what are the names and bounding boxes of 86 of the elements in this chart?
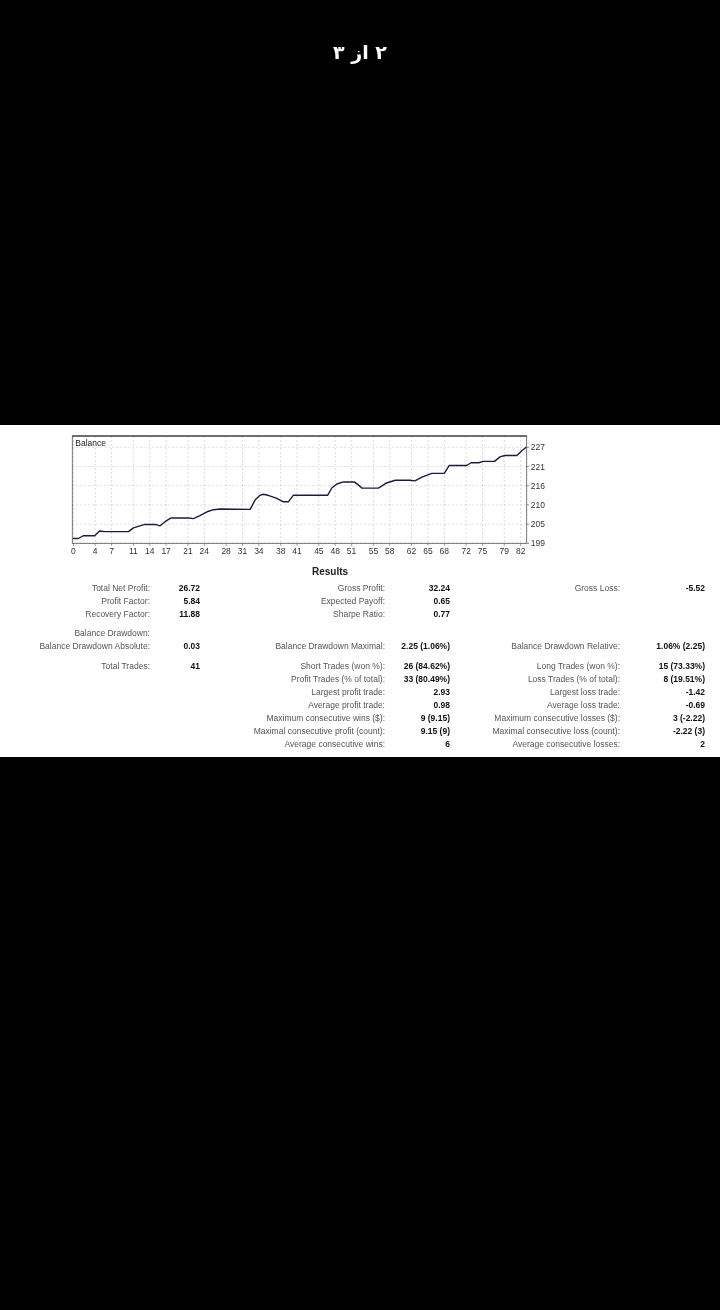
x-tick-label: 31 [237, 546, 248, 557]
x-tick-label: 48 [330, 546, 341, 557]
y-tick-label: 216 [530, 480, 546, 491]
text: Total Trades: [101, 661, 150, 671]
x-tick-label: 51 [346, 546, 357, 557]
x-tick-label: 82 [515, 546, 526, 557]
x-tick-label: 0 [71, 546, 77, 557]
x-tick-label: 14 [145, 546, 155, 557]
text: -5.52 [685, 583, 706, 593]
y-tick-label: 205 [530, 519, 546, 530]
text: 15 (73.33%) [658, 661, 706, 671]
text: -2.22 (3) [672, 726, 706, 736]
x-tick-label: 79 [499, 546, 510, 557]
text: Balance Drawdown Maximal: [275, 641, 385, 651]
x-tick-label: 72 [461, 546, 472, 557]
text: 26 (84.62%) [403, 661, 451, 671]
text: Average loss trade: [546, 700, 620, 710]
x-tick-label: 65 [423, 546, 433, 557]
y-tick-label: 199 [530, 538, 546, 549]
text: 32.24 [428, 583, 451, 593]
text: Expected Payoff: [320, 596, 385, 606]
text: 11.88 [179, 609, 201, 619]
y-tick-label: 227 [530, 442, 546, 453]
y-tick-label: 221 [530, 461, 546, 472]
text: Largest loss trade: [550, 687, 620, 697]
text: Balance Drawdown Absolute: [39, 641, 150, 651]
x-tick-label: 21 [183, 546, 193, 557]
x-tick-label: 34 [254, 546, 264, 557]
x-tick-label: 41 [292, 546, 303, 557]
text: Average profit trade: [308, 700, 385, 710]
text: 9.15 (9) [420, 726, 451, 736]
x-tick-label: 75 [477, 546, 488, 557]
x-tick-label: 58 [385, 546, 395, 557]
text: 1.06% (2.25) [656, 641, 706, 651]
text: Profit Trades (% of total): [290, 674, 385, 684]
text: 0.03 [183, 641, 201, 651]
text: -1.42 [685, 687, 706, 697]
text: Gross Profit: [337, 583, 385, 593]
text: Average consecutive losses: [512, 739, 620, 749]
text: Largest profit trade: [311, 687, 385, 697]
text: Sharpe Ratio: [333, 609, 385, 619]
text: Maximal consecutive loss (count): [492, 726, 620, 736]
x-tick-label: 45 [314, 546, 324, 557]
text: 0.77 [433, 609, 451, 619]
chart-title: Balance [75, 438, 107, 448]
text: Short Trades (won %): [300, 661, 385, 671]
text: 0.65 [433, 596, 451, 606]
x-tick-label: 24 [199, 546, 210, 557]
text: 3 (-2.22) [672, 713, 706, 723]
text: 8 (19.51%) [663, 674, 706, 684]
text: Balance Drawdown: [74, 628, 150, 638]
text: 2 [700, 739, 706, 749]
text: Maximum consecutive wins ($): [266, 713, 385, 723]
text: ۲ از ۳ [333, 41, 388, 64]
text: Average consecutive wins: [284, 739, 385, 749]
text: Maximal consecutive profit (count): [253, 726, 385, 736]
x-tick-label: 68 [439, 546, 450, 557]
text: Long Trades (won %): [536, 661, 620, 671]
line-series [72, 446, 527, 540]
text: -0.69 [685, 700, 706, 710]
text: Recovery Factor: [85, 609, 150, 619]
x-tick-label: 62 [406, 546, 417, 557]
text: Maximum consecutive losses ($): [494, 713, 620, 723]
text: Loss Trades (% of total): [527, 674, 620, 684]
text: Results [311, 565, 349, 577]
text: 6 [445, 739, 451, 749]
text: 0.98 [433, 700, 451, 710]
text: 2.93 [433, 687, 451, 697]
x-tick-label: 11 [128, 546, 139, 557]
text: Total Net Profit: [91, 583, 150, 593]
x-tick-label: 4 [92, 546, 98, 557]
text: 2.25 (1.06%) [401, 641, 451, 651]
text: 5.84 [183, 596, 201, 606]
text: 9 (9.15) [420, 713, 451, 723]
text: 33 (80.49%) [403, 674, 451, 684]
text: 26.72 [178, 583, 201, 593]
x-tick-label: 38 [275, 546, 286, 557]
x-tick-label: 55 [368, 546, 379, 557]
y-tick-label: 210 [530, 499, 546, 510]
text: Gross Loss: [574, 583, 620, 593]
text: 41 [190, 661, 201, 671]
x-tick-label: 17 [161, 546, 172, 557]
text: Profit Factor: [101, 596, 150, 606]
text: Balance Drawdown Relative: [511, 641, 620, 651]
x-tick-label: 7 [109, 546, 115, 557]
x-tick-label: 28 [221, 546, 232, 557]
